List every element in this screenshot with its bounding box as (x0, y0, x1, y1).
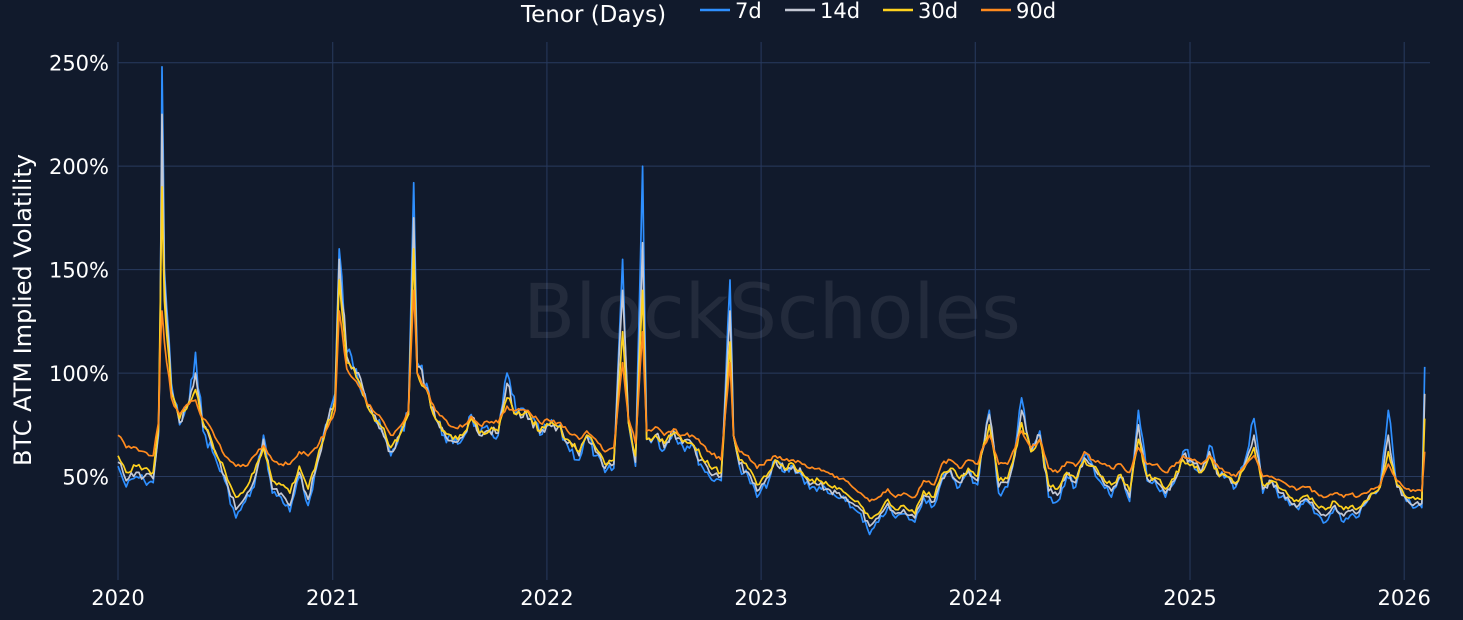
y-axis-label: BTC ATM Implied Volatility (9, 154, 37, 466)
legend-label-30d[interactable]: 30d (918, 0, 958, 23)
x-tick-label: 2025 (1163, 586, 1216, 610)
x-tick-label: 2022 (520, 586, 573, 610)
legend: Tenor (Days) 7d 14d 30d 90d (520, 0, 1056, 28)
y-tick-label: 200% (49, 155, 109, 179)
x-tick-label: 2020 (91, 586, 144, 610)
series-line-30d (117, 185, 1426, 520)
legend-label-90d[interactable]: 90d (1016, 0, 1056, 23)
x-tick-label: 2023 (734, 586, 787, 610)
y-tick-label: 50% (62, 466, 109, 490)
x-axis-ticks: 2020 2021 2022 2023 2024 2025 2026 (91, 586, 1431, 610)
grid-lines (117, 42, 1430, 580)
x-tick-label: 2026 (1377, 586, 1430, 610)
legend-label-14d[interactable]: 14d (820, 0, 860, 23)
y-tick-label: 100% (49, 362, 109, 386)
x-tick-label: 2021 (306, 586, 359, 610)
y-axis-ticks: 50% 100% 150% 200% 250% (49, 52, 109, 490)
series-line-90d (117, 289, 1426, 503)
watermark: BlockScholes (523, 267, 1021, 356)
y-tick-label: 250% (49, 52, 109, 76)
y-tick-label: 150% (49, 259, 109, 283)
legend-title: Tenor (Days) (520, 2, 666, 28)
legend-label-7d[interactable]: 7d (735, 0, 762, 23)
x-tick-label: 2024 (949, 586, 1002, 610)
series-lines (117, 65, 1426, 536)
